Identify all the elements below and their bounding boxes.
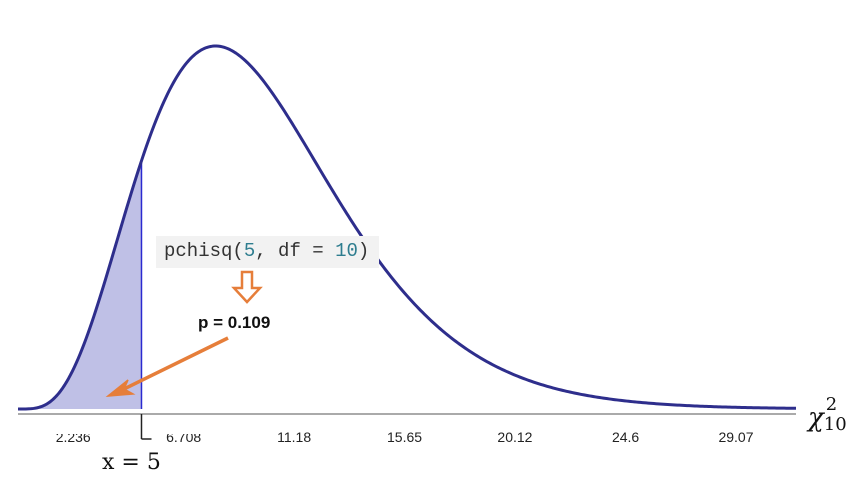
x-marker-label: x = 5: [102, 450, 161, 475]
code-function: pchisq(: [164, 240, 244, 262]
tick-label-mask-left: [53, 415, 140, 434]
code-separator: , df =: [255, 240, 336, 262]
r-code-snippet: pchisq(5, df = 10): [156, 236, 380, 268]
p-value-label: p = 0.109: [198, 313, 271, 332]
code-quantile: 5: [243, 240, 256, 262]
x-tick-label: 29.07: [718, 429, 753, 445]
shaded-tail-area: [18, 160, 142, 409]
code-close: ): [357, 240, 370, 262]
x-tick-label: 20.12: [497, 429, 532, 445]
axis-symbol-sub: 10: [823, 414, 847, 435]
x-tick-label: 24.6: [612, 429, 639, 445]
axis-symbol-chi: χ: [808, 403, 824, 433]
pointer-arrow-head-icon: [105, 379, 136, 397]
axis-symbol: χ 2 10: [808, 394, 854, 436]
hollow-down-arrow-icon: [231, 270, 263, 304]
code-df: 10: [335, 240, 358, 262]
density-curve: [18, 44, 797, 411]
x-tick-label: 15.65: [387, 429, 422, 445]
x-tick-label: 11.18: [277, 429, 311, 445]
pointer-arrow-shaft: [123, 336, 229, 391]
tick-label-mask-right: [143, 415, 230, 434]
axis-symbol-sup: 2: [825, 394, 838, 415]
